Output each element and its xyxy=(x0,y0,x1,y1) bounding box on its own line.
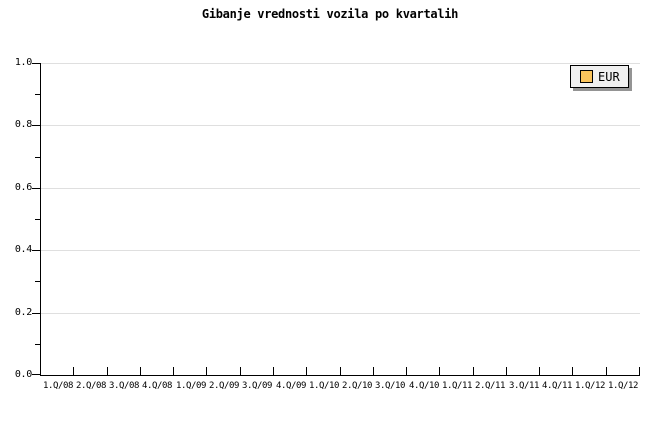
legend-swatch-eur-icon xyxy=(580,70,593,83)
xtick-1 xyxy=(73,367,74,375)
x-axis-label-6: 3.Q/09 xyxy=(241,381,273,391)
xtick-11 xyxy=(406,367,407,375)
x-axis-label-12: 1.Q/11 xyxy=(441,381,473,391)
x-axis-label-4: 1.Q/09 xyxy=(175,381,207,391)
legend-label: EUR xyxy=(598,69,620,84)
xtick-16 xyxy=(572,367,573,375)
x-axis-label-8: 1.Q/10 xyxy=(308,381,340,391)
ytick-major-0.8 xyxy=(32,125,40,126)
ytick-minor-0.3 xyxy=(35,281,40,282)
gridline-y-0.4 xyxy=(41,250,640,251)
y-axis-label-0.0: 0.0 xyxy=(14,369,32,380)
ytick-major-1.0 xyxy=(32,63,40,64)
xtick-3 xyxy=(140,367,141,375)
legend: EUR xyxy=(570,65,629,88)
plot-area xyxy=(32,63,640,376)
xtick-12 xyxy=(439,367,440,375)
x-axis-label-13: 2.Q/11 xyxy=(474,381,506,391)
ytick-minor-0.7 xyxy=(35,157,40,158)
x-axis-label-7: 4.Q/09 xyxy=(275,381,307,391)
y-axis-label-0.8: 0.8 xyxy=(14,119,32,130)
x-axis-label-15: 4.Q/11 xyxy=(541,381,573,391)
xtick-15 xyxy=(539,367,540,375)
xtick-2 xyxy=(107,367,108,375)
y-axis-label-0.6: 0.6 xyxy=(14,182,32,193)
xtick-10 xyxy=(373,367,374,375)
x-axis-label-0: 1.Q/08 xyxy=(42,381,74,391)
xtick-17 xyxy=(606,367,607,375)
x-axis-label-14: 3.Q/11 xyxy=(508,381,540,391)
ytick-major-0.6 xyxy=(32,188,40,189)
ytick-major-0.4 xyxy=(32,250,40,251)
xtick-14 xyxy=(506,367,507,375)
x-axis-label-10: 3.Q/10 xyxy=(374,381,406,391)
chart-title: Gibanje vrednosti vozila po kvartalih xyxy=(201,7,459,21)
ytick-major-0.0 xyxy=(32,374,40,375)
xtick-18 xyxy=(639,367,640,375)
x-axis-label-3: 4.Q/08 xyxy=(141,381,173,391)
y-axis-label-0.2: 0.2 xyxy=(14,307,32,318)
xtick-8 xyxy=(306,367,307,375)
gridline-y-0.6 xyxy=(41,188,640,189)
x-axis-label-1: 2.Q/08 xyxy=(75,381,107,391)
x-axis-label-11: 4.Q/10 xyxy=(408,381,440,391)
x-axis-label-2: 3.Q/08 xyxy=(108,381,140,391)
xtick-4 xyxy=(173,367,174,375)
x-axis-label-5: 2.Q/09 xyxy=(208,381,240,391)
ytick-minor-0.5 xyxy=(35,219,40,220)
y-axis-label-0.4: 0.4 xyxy=(14,244,32,255)
xtick-6 xyxy=(240,367,241,375)
y-axis-label-1.0: 1.0 xyxy=(14,57,32,68)
x-axis-label-17: 1.Q/12 xyxy=(607,381,639,391)
xtick-9 xyxy=(340,367,341,375)
ytick-minor-0.9 xyxy=(35,94,40,95)
gridline-y-0.2 xyxy=(41,313,640,314)
gridline-y-1.0 xyxy=(41,63,640,64)
xtick-5 xyxy=(206,367,207,375)
xtick-7 xyxy=(273,367,274,375)
ytick-minor-0.1 xyxy=(35,344,40,345)
gridline-y-0.8 xyxy=(41,125,640,126)
x-axis-label-9: 2.Q/10 xyxy=(341,381,373,391)
ytick-major-0.2 xyxy=(32,313,40,314)
x-axis-label-16: 1.Q/12 xyxy=(574,381,606,391)
xtick-13 xyxy=(473,367,474,375)
